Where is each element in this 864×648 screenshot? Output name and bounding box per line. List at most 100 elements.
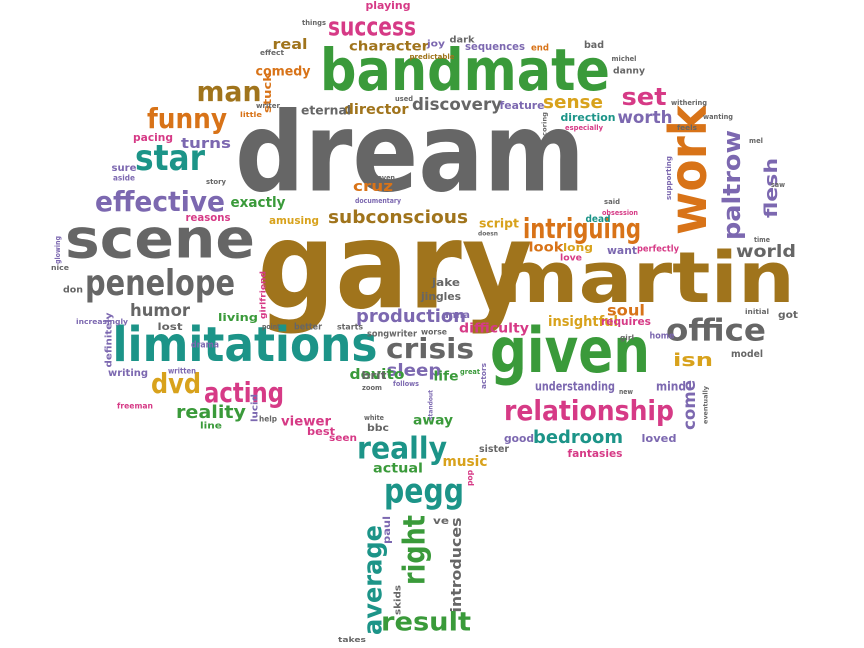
word-seen: seen [329, 433, 357, 444]
word-director: director [344, 102, 409, 118]
word-want: want [607, 244, 637, 257]
word-supporting: supporting [665, 156, 673, 200]
word-insightful: insightful [548, 314, 618, 330]
word-things: things [302, 19, 326, 27]
word-haven: haven [373, 174, 395, 182]
word-withering: withering [671, 99, 707, 107]
word-sequences: sequences [465, 40, 525, 53]
word-production: production [356, 306, 466, 327]
word-michel: michel [612, 55, 637, 63]
word-stuck: stuck [261, 72, 274, 113]
word-zoom: zoom [362, 384, 382, 392]
word-introduces: introduces [449, 518, 465, 613]
word-given: given [490, 314, 650, 387]
word-writer: writer [256, 102, 281, 110]
word-takes: takes [338, 636, 366, 644]
word-pop: pop [466, 470, 475, 486]
word-martin: martin [495, 237, 795, 319]
word-humor: humor [130, 301, 191, 321]
word-turns: turns [181, 136, 231, 152]
word-reasons: reasons [186, 211, 231, 224]
word-bandmate: bandmate [320, 36, 610, 104]
word-songwriter: songwriter [367, 330, 418, 340]
word-don: don [63, 286, 83, 296]
word-crisis: crisis [386, 332, 474, 365]
word-effective: effective [95, 185, 225, 218]
word-set: set [622, 83, 667, 111]
word-eventually: eventually [703, 386, 710, 424]
word-mel: mel [749, 137, 763, 145]
word-especially: especially [565, 124, 603, 132]
word-point: point [262, 323, 281, 331]
word-sense: sense [543, 92, 603, 113]
word-dead: dead [586, 214, 611, 225]
word-script: script [479, 217, 519, 231]
word-help: help [259, 415, 277, 424]
word-world: world [736, 242, 796, 262]
word-comedy: comedy [256, 65, 312, 80]
word-cruz: cruz [353, 179, 393, 195]
word-nice: nice [51, 264, 69, 272]
word-danny: danny [613, 67, 645, 77]
word-star: star [135, 138, 205, 179]
word-dream: dream [235, 88, 585, 216]
word-dark: dark [450, 36, 476, 46]
word-understanding: understanding [535, 380, 615, 394]
word-jake: jake [431, 276, 460, 289]
word-feels: feels [677, 124, 697, 132]
word-predictable: predictable [410, 53, 455, 61]
word-better: better [294, 323, 322, 333]
word-end: end [531, 44, 549, 54]
word-bad: bad [584, 40, 604, 51]
word-eternal: eternal [301, 104, 351, 118]
word-sleep: sleep [387, 361, 442, 381]
word-obsession: obsession [602, 209, 638, 217]
word-look: look [529, 241, 564, 256]
word-standout: standout [428, 390, 435, 420]
word-paul: paul [382, 516, 393, 544]
word-starts: starts [337, 323, 363, 332]
word-average: average [359, 525, 389, 635]
word-character: character [349, 40, 430, 55]
word-new: new [619, 388, 633, 396]
word-discovery: discovery [412, 95, 502, 115]
word-gary: gary [258, 198, 533, 337]
word-funny: funny [147, 102, 227, 135]
word-direction: direction [561, 111, 616, 124]
word-come: come [680, 380, 700, 430]
word-doesn: doesn [478, 231, 498, 238]
word-loved: loved [642, 432, 677, 445]
word-pegg: pegg [384, 472, 464, 512]
word-model: model [731, 349, 763, 360]
word-great: great [460, 368, 481, 376]
word-office: office [666, 314, 766, 349]
word-little: little [240, 111, 262, 119]
word-viewer: viewer [281, 415, 332, 430]
word-said: said [604, 198, 620, 206]
word-away: away [413, 414, 454, 429]
word-good: good [504, 432, 534, 445]
word-used: used [395, 95, 413, 103]
word-effect: effect [260, 49, 285, 57]
word-subconscious: subconscious [328, 207, 468, 228]
word-perfectly: perfectly [637, 245, 679, 255]
word-real: real [273, 37, 308, 53]
word-living: living [218, 311, 258, 324]
word-dvd: dvd [151, 367, 201, 400]
word-documentary: documentary [355, 197, 401, 205]
word-home: home [650, 332, 675, 342]
word-paltrow: paltrow [718, 130, 746, 240]
word-mind: mind [656, 380, 686, 394]
word-actual: actual [373, 462, 423, 477]
word-follows: follows [393, 380, 419, 388]
word-joy: joy [426, 40, 445, 50]
word-feature: feature [500, 99, 545, 112]
word-got: got [778, 310, 798, 321]
word-saw: saw [771, 181, 785, 189]
word-lost: lost [158, 322, 183, 333]
word-definitely: definitely [105, 312, 115, 367]
word-lucid: lucid [251, 394, 261, 422]
word-writing: writing [108, 368, 148, 379]
word-sure: sure [112, 163, 137, 174]
